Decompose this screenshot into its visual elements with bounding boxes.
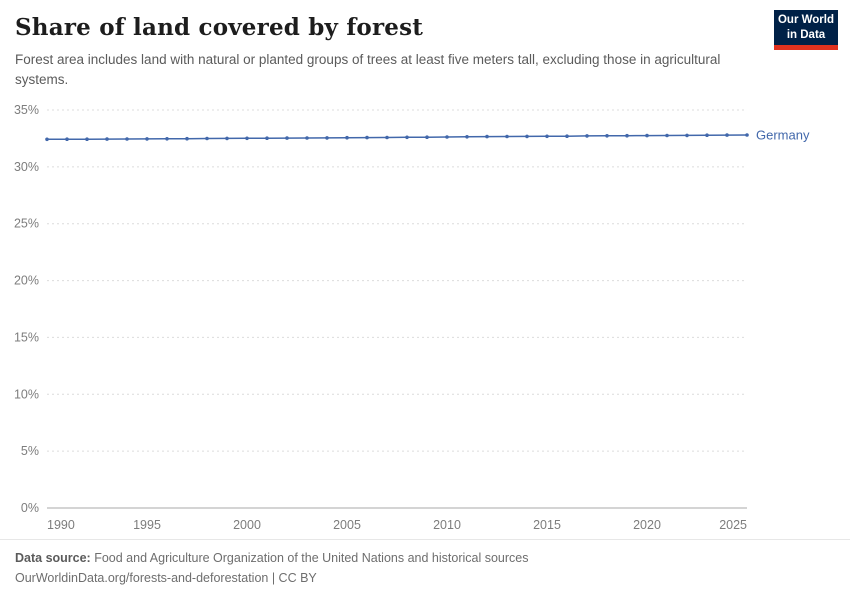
data-point[interactable] [625, 133, 629, 138]
data-point[interactable] [345, 135, 349, 140]
x-tick-label: 1995 [133, 518, 161, 532]
chart-subtitle: Forest area includes land with natural o… [15, 52, 721, 87]
data-point[interactable] [285, 136, 289, 140]
data-point[interactable] [525, 134, 529, 139]
data-point[interactable] [545, 134, 549, 139]
chart-svg: 0% 5% 10% 15% 20% 25% 30% 35% 1990 1995 2000 2005 20… [14, 103, 810, 532]
owid-logo-line2: in Data [786, 28, 826, 41]
data-point[interactable] [585, 134, 589, 138]
data-point[interactable] [385, 135, 389, 140]
x-tick-label: 2020 [633, 518, 661, 532]
data-point[interactable] [305, 136, 309, 140]
data-source-text: Food and Agriculture Organization of the… [90, 550, 529, 565]
data-point[interactable] [325, 136, 329, 140]
data-point[interactable] [645, 133, 649, 138]
data-point[interactable] [505, 134, 509, 139]
data-point[interactable] [685, 133, 689, 138]
y-tick-label: 25% [14, 217, 39, 231]
y-tick-label: 5% [21, 444, 39, 458]
data-point[interactable] [465, 135, 469, 139]
y-tick-label: 15% [14, 330, 39, 344]
data-point[interactable] [105, 137, 109, 141]
x-tick-label: 2010 [433, 518, 461, 532]
data-point[interactable] [165, 137, 169, 141]
data-point[interactable] [125, 137, 129, 141]
data-point[interactable] [85, 137, 89, 141]
x-tick-label: 2025 [719, 518, 747, 532]
data-point[interactable] [185, 136, 189, 141]
data-point[interactable] [605, 134, 609, 138]
data-point[interactable] [225, 136, 229, 141]
owid-logo-line1: Our World [777, 14, 834, 27]
data-point[interactable] [485, 134, 489, 139]
trend-line-germany[interactable] [46, 134, 748, 141]
x-tick-label: 1990 [47, 518, 75, 532]
y-tick-label: 20% [14, 274, 39, 288]
data-point[interactable] [665, 133, 669, 138]
data-point[interactable] [445, 135, 449, 139]
data-point[interactable] [405, 135, 409, 140]
data-point[interactable] [425, 135, 429, 139]
data-point[interactable] [245, 136, 249, 141]
data-point[interactable] [725, 133, 729, 137]
y-tick-label: 30% [14, 160, 39, 174]
owid-logo[interactable]: Our World in Data [774, 10, 838, 50]
chart-header: Share of land covered by forest Forest a… [0, 0, 850, 89]
data-point[interactable] [705, 133, 709, 137]
x-tick-label: 2000 [233, 518, 261, 532]
y-tick-label: 10% [14, 387, 39, 401]
data-point[interactable] [565, 134, 569, 138]
x-tick-label: 2005 [333, 518, 361, 532]
series-label-germany[interactable]: Germany [756, 128, 810, 143]
x-tick-label: 2015 [533, 518, 561, 532]
data-point[interactable] [145, 137, 149, 141]
chart-footer: Data source: Food and Agriculture Organi… [0, 538, 850, 600]
data-point[interactable] [265, 136, 269, 140]
data-source-line: Data source: Food and Agriculture Organi… [15, 549, 835, 568]
data-point[interactable] [205, 136, 209, 141]
data-point[interactable] [45, 137, 49, 142]
data-point[interactable] [745, 133, 749, 137]
y-tick-label: 0% [21, 501, 39, 515]
chart-area: 0% 5% 10% 15% 20% 25% 30% 35% 1990 1995 2000 2005 20… [0, 92, 850, 545]
chart-title: Share of land covered by forest [15, 14, 424, 41]
data-source-label: Data source: [15, 550, 91, 565]
data-point[interactable] [65, 137, 69, 141]
footer-link[interactable]: OurWorldinData.org/forests-and-deforesta… [15, 571, 317, 586]
y-tick-label: 35% [14, 103, 39, 117]
data-point[interactable] [365, 135, 369, 140]
